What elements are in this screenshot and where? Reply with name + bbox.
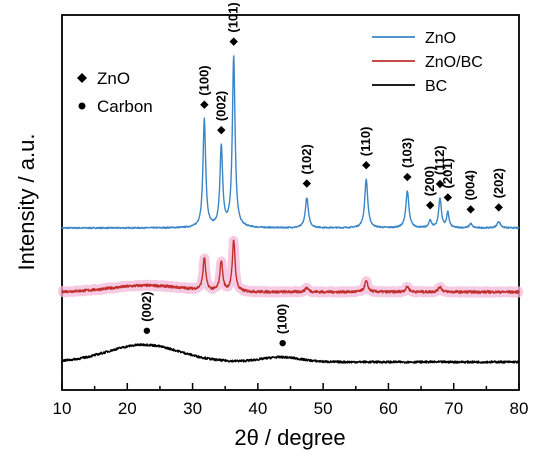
peak-label: (112) — [432, 145, 447, 175]
plot-frame — [61, 14, 520, 391]
zno-peak-marker — [302, 179, 312, 188]
zno-peak-marker — [443, 193, 453, 202]
x-tick-label: 40 — [248, 399, 267, 418]
x-tick-label: 60 — [379, 399, 398, 418]
marker-key: ZnO Carbon — [77, 69, 153, 116]
x-axis-ticks: 10 20 30 40 50 60 70 80 — [53, 383, 529, 418]
x-tick-label: 80 — [510, 399, 529, 418]
legend-entry: ZnO/BC — [425, 54, 483, 71]
legend-entry: BC — [425, 78, 447, 95]
legend: ZnO ZnO/BC BC — [372, 30, 483, 95]
peak-label: (100) — [275, 304, 290, 334]
carbon-peak-marker — [143, 327, 151, 334]
zno-peak-marker — [200, 100, 209, 109]
x-tick-label: 30 — [183, 399, 202, 418]
zno-peak-marker — [403, 172, 412, 182]
peak-label: (002) — [213, 91, 228, 121]
legend-entry: ZnO — [425, 30, 456, 47]
series-line-zno-bc — [61, 239, 520, 294]
zno-peak-marker — [435, 179, 445, 189]
series-line-bc — [61, 343, 520, 364]
x-tick-label: 10 — [53, 399, 72, 418]
peak-label: (004) — [463, 170, 478, 200]
peak-label: (100) — [196, 65, 211, 95]
peak-label: (101) — [226, 2, 241, 32]
y-axis-title: Intensity / a.u. — [14, 134, 39, 271]
marker-key-label: ZnO — [97, 69, 130, 88]
peak-annotations: (100)(002)(101)(102)(110) (103)(200)(112)… — [139, 2, 506, 347]
zno-peak-marker — [229, 37, 238, 46]
series-line-zno — [61, 55, 520, 230]
peak-label: (200) — [422, 166, 437, 196]
x-axis-title: 2θ / degree — [234, 425, 345, 450]
zno-key-icon — [77, 73, 87, 83]
zno-peak-marker — [466, 205, 475, 214]
marker-key-label: Carbon — [97, 97, 153, 116]
x-tick-label: 70 — [444, 399, 463, 418]
x-tick-label: 20 — [118, 399, 137, 418]
series-layer — [57, 55, 524, 364]
peak-label: (102) — [299, 144, 314, 174]
carbon-peak-marker — [279, 339, 286, 347]
peak-label: (110) — [358, 127, 373, 157]
zno-peak-marker — [362, 161, 371, 170]
carbon-key-icon — [78, 102, 86, 110]
zno-peak-marker — [494, 203, 503, 212]
zno-peak-marker — [217, 125, 226, 135]
peak-label: (202) — [491, 168, 506, 198]
x-tick-label: 50 — [314, 399, 333, 418]
peak-label: (201) — [440, 158, 455, 188]
zno-peak-marker — [426, 201, 435, 210]
peak-label: (002) — [139, 291, 154, 321]
peak-label: (103) — [399, 138, 414, 168]
